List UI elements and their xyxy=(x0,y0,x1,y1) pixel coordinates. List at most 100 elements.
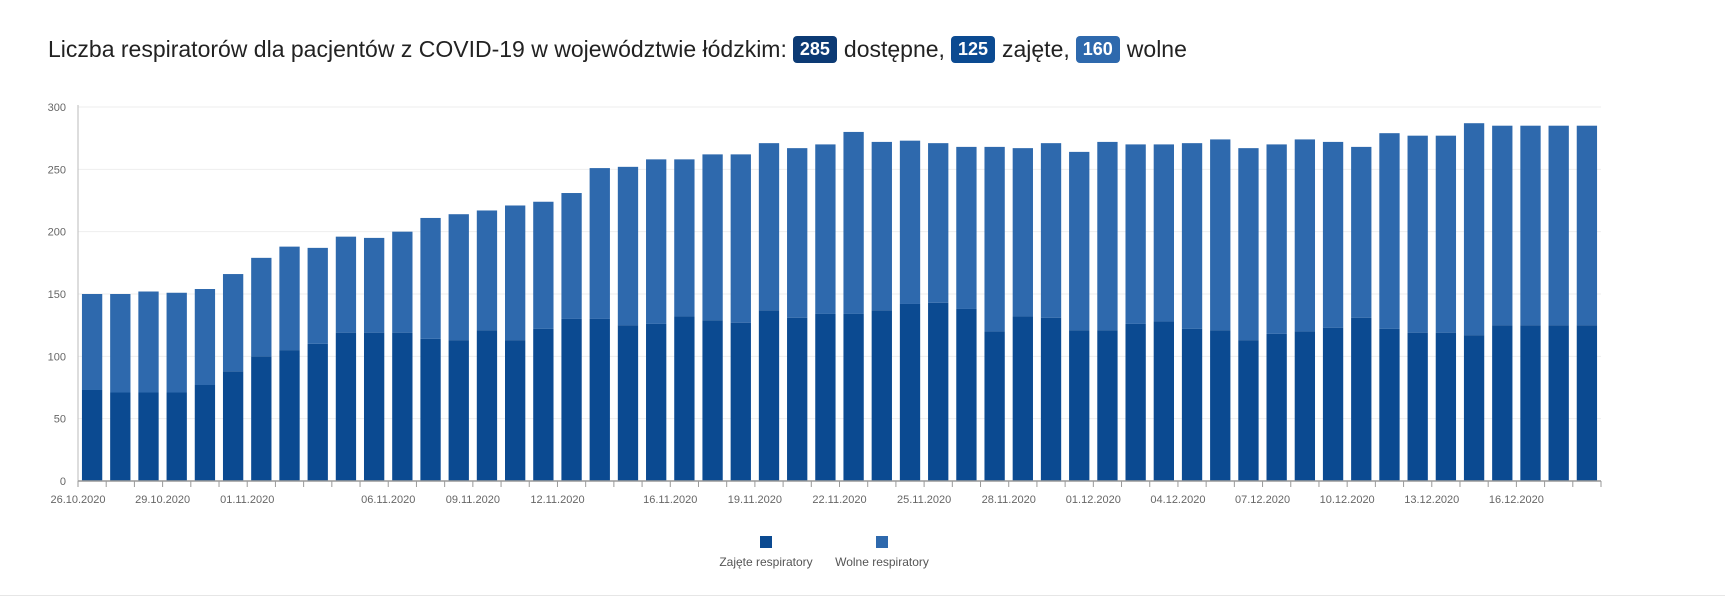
bar-free xyxy=(928,143,949,303)
bar-free xyxy=(1040,143,1062,318)
bar-occupied xyxy=(646,323,667,481)
bar-occupied xyxy=(110,392,131,481)
x-tick-label: 13.12.2020 xyxy=(1404,494,1459,506)
bar-occupied xyxy=(956,308,977,481)
x-tick-label: 22.11.2020 xyxy=(812,494,866,506)
bar-occupied xyxy=(1210,330,1231,481)
bar-occupied xyxy=(787,317,808,481)
bar-free xyxy=(674,159,695,317)
bar-free xyxy=(1322,141,1344,328)
legend-label: Zajęte respiratory xyxy=(719,555,812,569)
x-tick-label: 01.12.2020 xyxy=(1066,494,1121,506)
occupied-badge: 125 xyxy=(950,36,995,63)
bar-free xyxy=(561,193,582,319)
bar-free xyxy=(1069,151,1090,331)
bar-occupied xyxy=(871,310,892,481)
bar-occupied xyxy=(448,340,469,481)
free-badge: 160 xyxy=(1075,36,1120,63)
bar-free xyxy=(1407,135,1428,333)
bar-free xyxy=(702,154,723,321)
bar-occupied xyxy=(1520,325,1541,481)
bar-free xyxy=(617,166,639,326)
x-tick-label: 09.11.2020 xyxy=(446,494,500,506)
bar-free xyxy=(730,154,751,323)
bar-occupied xyxy=(222,371,244,481)
bar-occupied xyxy=(1435,332,1457,481)
bar-occupied xyxy=(533,328,554,481)
bar-free xyxy=(307,247,328,344)
bar-free xyxy=(1125,144,1146,324)
bar-free xyxy=(1266,144,1287,334)
x-tick-label: 19.11.2020 xyxy=(728,494,782,506)
bar-free xyxy=(1294,139,1316,332)
bar-occupied xyxy=(899,303,921,481)
header-title: Liczba respiratorów dla pacjentów z COVI… xyxy=(48,36,787,62)
bar-occupied xyxy=(702,320,723,481)
bar-free xyxy=(110,294,131,393)
bar-occupied xyxy=(279,350,300,481)
y-tick-label: 200 xyxy=(48,227,66,239)
bar-free xyxy=(1520,125,1541,326)
y-tick-label: 0 xyxy=(60,476,66,488)
bar-occupied xyxy=(1294,331,1316,481)
bar-free xyxy=(420,217,441,339)
bar-occupied xyxy=(1379,328,1400,481)
bar-free xyxy=(589,168,610,319)
bar-occupied xyxy=(1407,332,1428,481)
bar-free xyxy=(533,201,554,329)
bar-occupied xyxy=(166,392,187,481)
bar-occupied xyxy=(1069,330,1090,481)
bar-occupied xyxy=(363,332,385,481)
bar-occupied xyxy=(81,389,103,481)
bar-free xyxy=(1463,123,1485,336)
bar-free xyxy=(194,289,216,386)
grid-lines xyxy=(78,106,1601,420)
bar-occupied xyxy=(1266,333,1287,481)
bar-free xyxy=(279,246,300,351)
bar-occupied xyxy=(505,340,526,481)
bar-occupied xyxy=(1238,340,1259,481)
bar-free xyxy=(843,131,864,314)
bar-occupied xyxy=(1181,328,1203,481)
bar-free xyxy=(1097,141,1118,331)
bar-occupied xyxy=(1351,317,1372,481)
bar-occupied xyxy=(138,392,159,481)
bar-occupied xyxy=(392,332,413,481)
bar-occupied xyxy=(251,356,272,481)
x-tick-label: 28.11.2020 xyxy=(982,494,1036,506)
bar-occupied xyxy=(1492,325,1513,481)
bar-free xyxy=(787,148,808,318)
x-tick-label: 01.11.2020 xyxy=(220,494,274,506)
bar-occupied xyxy=(1322,327,1344,481)
bar-free xyxy=(871,141,892,311)
bar-occupied xyxy=(420,338,441,481)
bar-occupied xyxy=(730,322,751,481)
bar-free xyxy=(222,274,244,372)
y-tick-label: 100 xyxy=(48,351,66,363)
bar-free xyxy=(899,140,921,304)
bar-occupied xyxy=(335,332,357,481)
legend: Zajęte respiratory Wolne respiratory xyxy=(719,536,929,569)
legend-label: Wolne respiratory xyxy=(835,555,929,569)
bar-free xyxy=(984,146,1005,332)
x-tick-label: 25.11.2020 xyxy=(897,494,951,506)
bar-occupied xyxy=(1012,316,1033,481)
bar-free xyxy=(335,236,357,333)
x-tick-label: 26.10.2020 xyxy=(50,494,105,506)
axes: 0 50 100 150 200 250 300 26.10.2020 29.10.2020 01… xyxy=(48,102,1602,506)
x-tick-label: 04.12.2020 xyxy=(1150,494,1205,506)
bar-free xyxy=(81,294,103,390)
x-tick-label: 07.12.2020 xyxy=(1235,494,1290,506)
bar-occupied xyxy=(928,302,949,481)
legend-swatch xyxy=(760,536,772,548)
bar-free xyxy=(1379,133,1400,329)
bar-free xyxy=(1238,148,1259,341)
x-tick-label: 29.10.2020 xyxy=(135,494,190,506)
x-tick-label: 06.11.2020 xyxy=(361,494,415,506)
bar-occupied xyxy=(815,313,836,481)
bar-occupied xyxy=(1463,335,1485,481)
bar-free xyxy=(505,205,526,341)
bar-occupied xyxy=(758,310,780,481)
bar-free xyxy=(1181,143,1203,329)
occupied-label: zajęte, xyxy=(1001,36,1070,62)
